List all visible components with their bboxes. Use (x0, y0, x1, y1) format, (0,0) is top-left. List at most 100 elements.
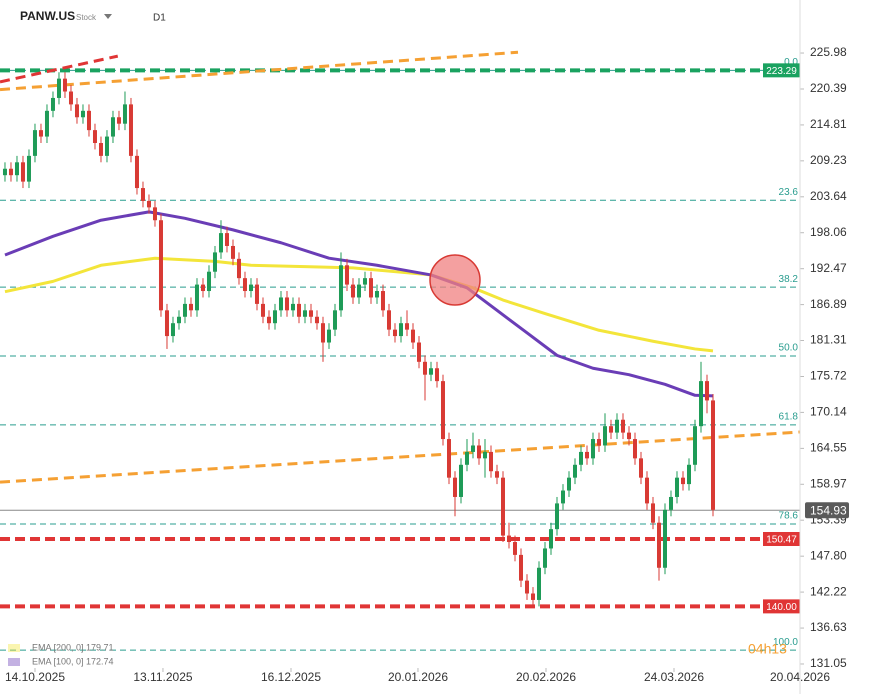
level-badge (763, 531, 800, 546)
candle-body (122, 104, 127, 124)
candle-body (206, 271, 211, 292)
candle-body (608, 426, 613, 433)
candle-body (446, 439, 451, 478)
level-badge (763, 63, 800, 78)
candle-body (368, 278, 373, 298)
candle-body (428, 368, 433, 375)
candle-body (146, 200, 151, 208)
candle-body (74, 104, 79, 118)
candle-body (194, 284, 199, 311)
candle-body (542, 548, 547, 568)
overlay: 0.0 23.6 38.2 50.0 61.8 78.6 100.0 EMA [200, 0]… (5, 45, 849, 684)
candle-body (422, 361, 427, 375)
candle-body (56, 78, 61, 98)
y-tick-label: 192.47 (810, 261, 847, 275)
trendline (0, 50, 519, 92)
candle-body (314, 316, 319, 324)
candle-body (692, 426, 697, 465)
candle-body (680, 477, 685, 485)
candle-body (350, 284, 355, 298)
candle-body (14, 162, 19, 176)
y-tick-label: 147.80 (810, 548, 847, 562)
asset-type: Stock (76, 13, 97, 22)
candle-body (128, 104, 133, 156)
candle-body (164, 310, 169, 337)
candle-body (308, 310, 313, 317)
candle-body (20, 162, 25, 182)
y-tick-label: 220.39 (810, 81, 847, 95)
candle-body (674, 477, 679, 497)
dropdown-caret[interactable] (104, 14, 112, 19)
candle-body (362, 278, 367, 285)
candle-body (38, 130, 43, 137)
candle-body (710, 400, 715, 510)
y-tick-label: 131.05 (810, 656, 847, 670)
candle-body (518, 554, 523, 581)
candle-body (404, 323, 409, 330)
candle-body (566, 477, 571, 491)
candle-body (560, 490, 565, 504)
y-tick-label: 164.55 (810, 441, 847, 455)
candle-body (224, 233, 229, 246)
last-price-badge (805, 502, 849, 519)
candle-body (182, 303, 187, 317)
candle-body (260, 303, 265, 317)
timeframe[interactable]: D1 (153, 13, 166, 24)
candle-body (188, 303, 193, 311)
fib-label: 0.0 (784, 57, 798, 68)
candle-body (536, 567, 541, 600)
candle-body (140, 188, 145, 201)
x-tick-label: 16.12.2025 (261, 670, 321, 684)
candle-body (656, 522, 661, 568)
candle-body (338, 265, 343, 311)
candle-body (506, 535, 511, 543)
candle-body (356, 284, 361, 298)
y-tick-label: 181.31 (810, 333, 847, 347)
candle-body (626, 432, 631, 440)
fib-label: 50.0 (779, 343, 799, 354)
candle-body (176, 316, 181, 324)
candle-body (62, 78, 67, 92)
symbol[interactable]: PANW.US (20, 9, 75, 23)
candle-body (290, 303, 295, 311)
candle-body (590, 439, 595, 459)
candle-body (158, 220, 163, 311)
legend-entry: EMA [100, 0] 172.74 (32, 656, 114, 666)
fib-label: 23.6 (779, 187, 799, 198)
candle-body (254, 284, 259, 304)
candle-body (386, 310, 391, 330)
candle-body (200, 284, 205, 292)
fib-label: 100.0 (773, 637, 798, 648)
candle-body (26, 155, 31, 182)
candle-body (332, 310, 337, 330)
candle-body (530, 593, 535, 600)
y-tick-label: 186.89 (810, 297, 847, 311)
level-badge-label: 140.00 (766, 602, 797, 613)
trendline (0, 54, 119, 84)
candle-body (92, 130, 97, 144)
candle-body (86, 110, 91, 131)
y-tick-label: 198.06 (810, 225, 847, 239)
candle-body (116, 117, 121, 124)
candle-body (380, 291, 385, 311)
candle-body (668, 496, 673, 510)
candle-body (488, 451, 493, 472)
candle-body (32, 130, 37, 156)
candle-body (434, 368, 439, 382)
fib-label: 38.2 (779, 274, 799, 285)
candle-body (344, 265, 349, 285)
candle-body (524, 580, 529, 594)
candle-body (704, 381, 709, 401)
y-tick-label: 214.81 (810, 117, 847, 131)
legend-entry: EMA [200, 0] 179.71 (32, 642, 114, 652)
x-tick-label: 20.02.2026 (516, 670, 576, 684)
candle-body (584, 451, 589, 459)
last-price-label: 154.93 (810, 503, 847, 517)
candle-body (302, 310, 307, 317)
candle-body (278, 297, 283, 311)
candle-body (266, 316, 271, 324)
fib-label: 78.6 (779, 511, 799, 522)
candle-body (392, 329, 397, 337)
candle-body (512, 542, 517, 555)
